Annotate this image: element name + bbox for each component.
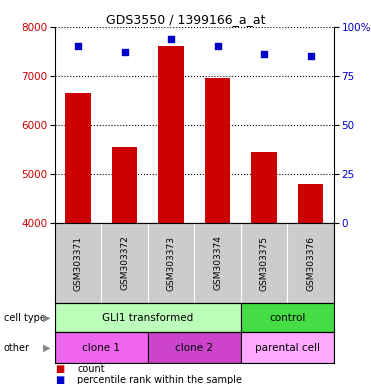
Bar	[65, 93, 91, 223]
Text: control: control	[269, 313, 306, 323]
Text: ▶: ▶	[43, 343, 51, 353]
Text: parental cell: parental cell	[255, 343, 320, 353]
Text: cell type: cell type	[4, 313, 46, 323]
Text: GLI1 transformed: GLI1 transformed	[102, 313, 194, 323]
Point	[215, 43, 221, 50]
Bar	[158, 46, 184, 223]
Bar	[252, 152, 277, 223]
Text: GSM303375: GSM303375	[260, 235, 269, 291]
Bar	[241, 332, 334, 363]
Text: other: other	[4, 343, 30, 353]
Text: clone 1: clone 1	[82, 343, 121, 353]
Point	[308, 53, 313, 59]
Text: GDS3550 / 1399166_a_at: GDS3550 / 1399166_a_at	[106, 13, 265, 26]
Bar	[205, 78, 230, 223]
Text: ■: ■	[55, 364, 64, 374]
Text: GSM303371: GSM303371	[74, 235, 83, 291]
Text: count: count	[77, 364, 105, 374]
Bar	[55, 332, 148, 363]
Bar	[148, 332, 241, 363]
Text: clone 2: clone 2	[175, 343, 213, 353]
Bar	[112, 147, 137, 223]
Text: GSM303374: GSM303374	[213, 236, 222, 290]
Text: ■: ■	[55, 375, 64, 384]
Bar	[298, 184, 324, 223]
Point	[122, 49, 128, 55]
Text: GSM303373: GSM303373	[167, 235, 175, 291]
Point	[168, 36, 174, 42]
Point	[75, 43, 81, 50]
Point	[261, 51, 267, 57]
Bar	[241, 303, 334, 332]
Text: ▶: ▶	[43, 313, 51, 323]
Text: GSM303372: GSM303372	[120, 236, 129, 290]
Text: GSM303376: GSM303376	[306, 235, 315, 291]
Text: percentile rank within the sample: percentile rank within the sample	[77, 375, 242, 384]
Bar	[55, 303, 241, 332]
